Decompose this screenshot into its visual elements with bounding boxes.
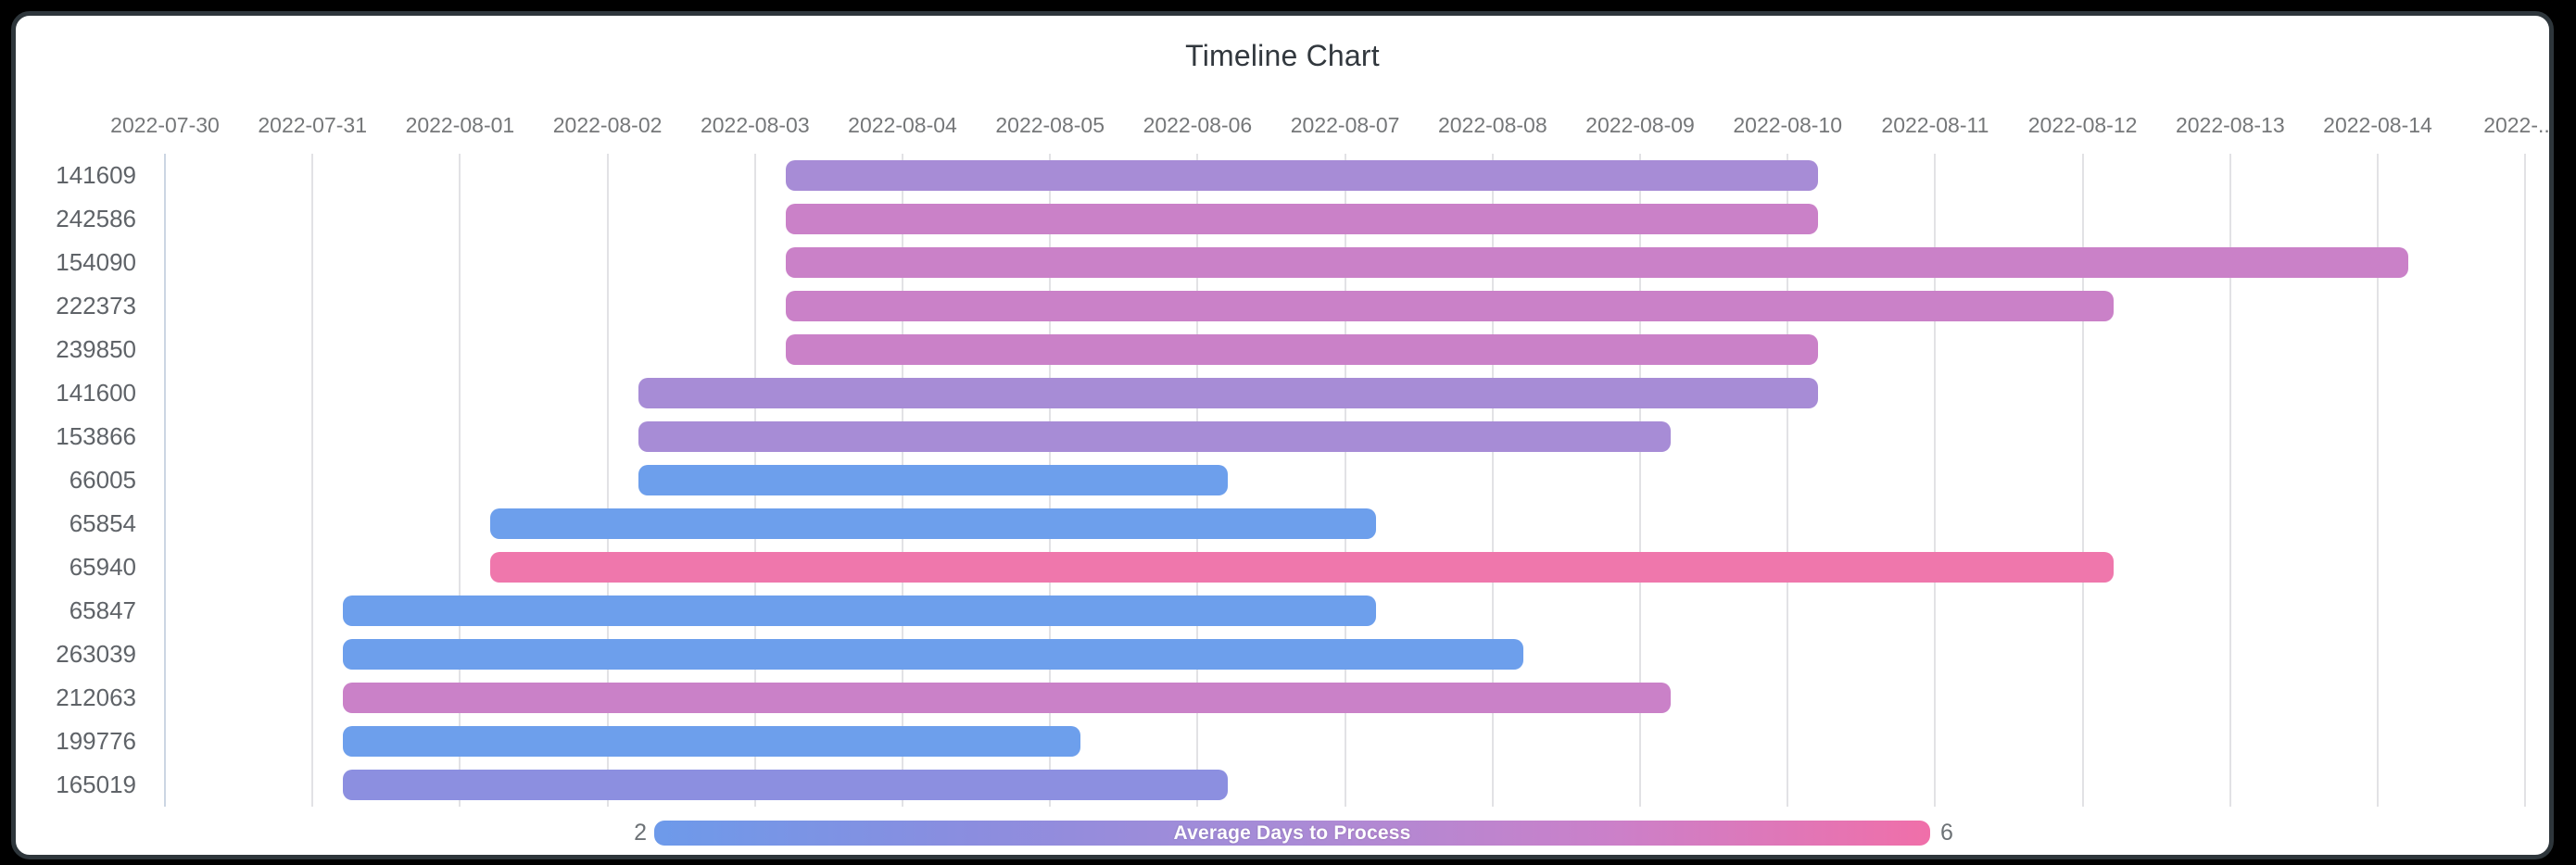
- y-tick-label: 154090: [56, 248, 136, 276]
- y-tick-label: 165019: [56, 771, 136, 798]
- chart-title: Timeline Chart: [1185, 39, 1380, 72]
- gridline: [164, 154, 166, 807]
- chart-area: Timeline Chart 2022-07-30 2022-07-31 2022-…: [16, 16, 2549, 855]
- timeline-bar[interactable]: [343, 726, 1081, 757]
- x-tick-label: 2022-08-01: [405, 113, 515, 137]
- timeline-bar[interactable]: [785, 247, 2408, 278]
- gridline: [2229, 154, 2231, 807]
- x-tick-label: 2022-08-10: [1733, 113, 1843, 137]
- timeline-bar[interactable]: [638, 465, 1229, 495]
- timeline-bar[interactable]: [343, 683, 1671, 713]
- x-tick-label: 2022-07-30: [110, 113, 220, 137]
- x-tick-label: 2022-08-07: [1290, 113, 1400, 137]
- y-tick-label: 242586: [56, 205, 136, 232]
- gridline: [311, 154, 314, 807]
- timeline-bar[interactable]: [638, 378, 1819, 408]
- x-tick-label: 2022-08-05: [995, 113, 1105, 137]
- x-tick-label: 2022-08-06: [1143, 113, 1253, 137]
- timeline-bar[interactable]: [785, 334, 1819, 365]
- timeline-bar[interactable]: [490, 508, 1376, 539]
- timeline-bar[interactable]: [638, 421, 1671, 452]
- x-tick-label: 2022-...: [2483, 113, 2554, 137]
- y-tick-label: 65854: [69, 509, 136, 537]
- gridline: [2524, 154, 2527, 807]
- x-tick-label: 2022-08-02: [552, 113, 663, 137]
- y-tick-label: 65847: [69, 596, 136, 624]
- gridline: [1639, 154, 1641, 807]
- timeline-bar[interactable]: [785, 204, 1819, 234]
- gridline: [1934, 154, 1937, 807]
- y-tick-label: 239850: [56, 335, 136, 363]
- y-tick-label: 65940: [69, 553, 136, 581]
- timeline-bar[interactable]: [785, 291, 2114, 321]
- y-tick-label: 199776: [56, 727, 136, 755]
- legend-gradient-bar[interactable]: Average Days to Process: [654, 821, 1930, 846]
- gridline: [1491, 154, 1494, 807]
- x-tick-label: 2022-08-04: [848, 113, 957, 137]
- legend: 2 Average Days to Process 6: [16, 821, 2549, 846]
- y-tick-label: 141609: [56, 161, 136, 189]
- y-tick-label: 141600: [56, 379, 136, 407]
- legend-max-label: 6: [1940, 820, 1953, 846]
- gridline: [1344, 154, 1346, 807]
- x-tick-label: 2022-08-08: [1437, 113, 1547, 137]
- x-tick-label: 2022-08-12: [2027, 113, 2138, 137]
- timeline-bar[interactable]: [343, 639, 1523, 670]
- gridline: [1787, 154, 1789, 807]
- gridline: [606, 154, 609, 807]
- gridline: [459, 154, 461, 807]
- chart-card: Timeline Chart 2022-07-30 2022-07-31 2022-…: [11, 11, 2554, 859]
- y-tick-label: 263039: [56, 640, 136, 668]
- timeline-bar[interactable]: [343, 595, 1376, 626]
- timeline-bar[interactable]: [343, 770, 1229, 800]
- timeline-bar[interactable]: [785, 160, 1819, 191]
- x-tick-label: 2022-08-14: [2323, 113, 2432, 137]
- y-tick-label: 212063: [56, 683, 136, 711]
- legend-min-label: 2: [634, 820, 647, 846]
- x-tick-label: 2022-08-09: [1585, 113, 1695, 137]
- x-tick-label: 2022-08-11: [1881, 113, 1989, 137]
- y-tick-label: 222373: [56, 292, 136, 320]
- gridline: [2081, 154, 2084, 807]
- gridline: [2377, 154, 2379, 807]
- legend-title: Average Days to Process: [1173, 821, 1411, 844]
- x-tick-label: 2022-08-03: [700, 113, 810, 137]
- x-tick-label: 2022-07-31: [258, 113, 368, 137]
- y-tick-label: 66005: [69, 466, 136, 494]
- x-tick-label: 2022-08-13: [2175, 113, 2285, 137]
- y-tick-label: 153866: [56, 422, 136, 450]
- timeline-bar[interactable]: [490, 552, 2114, 583]
